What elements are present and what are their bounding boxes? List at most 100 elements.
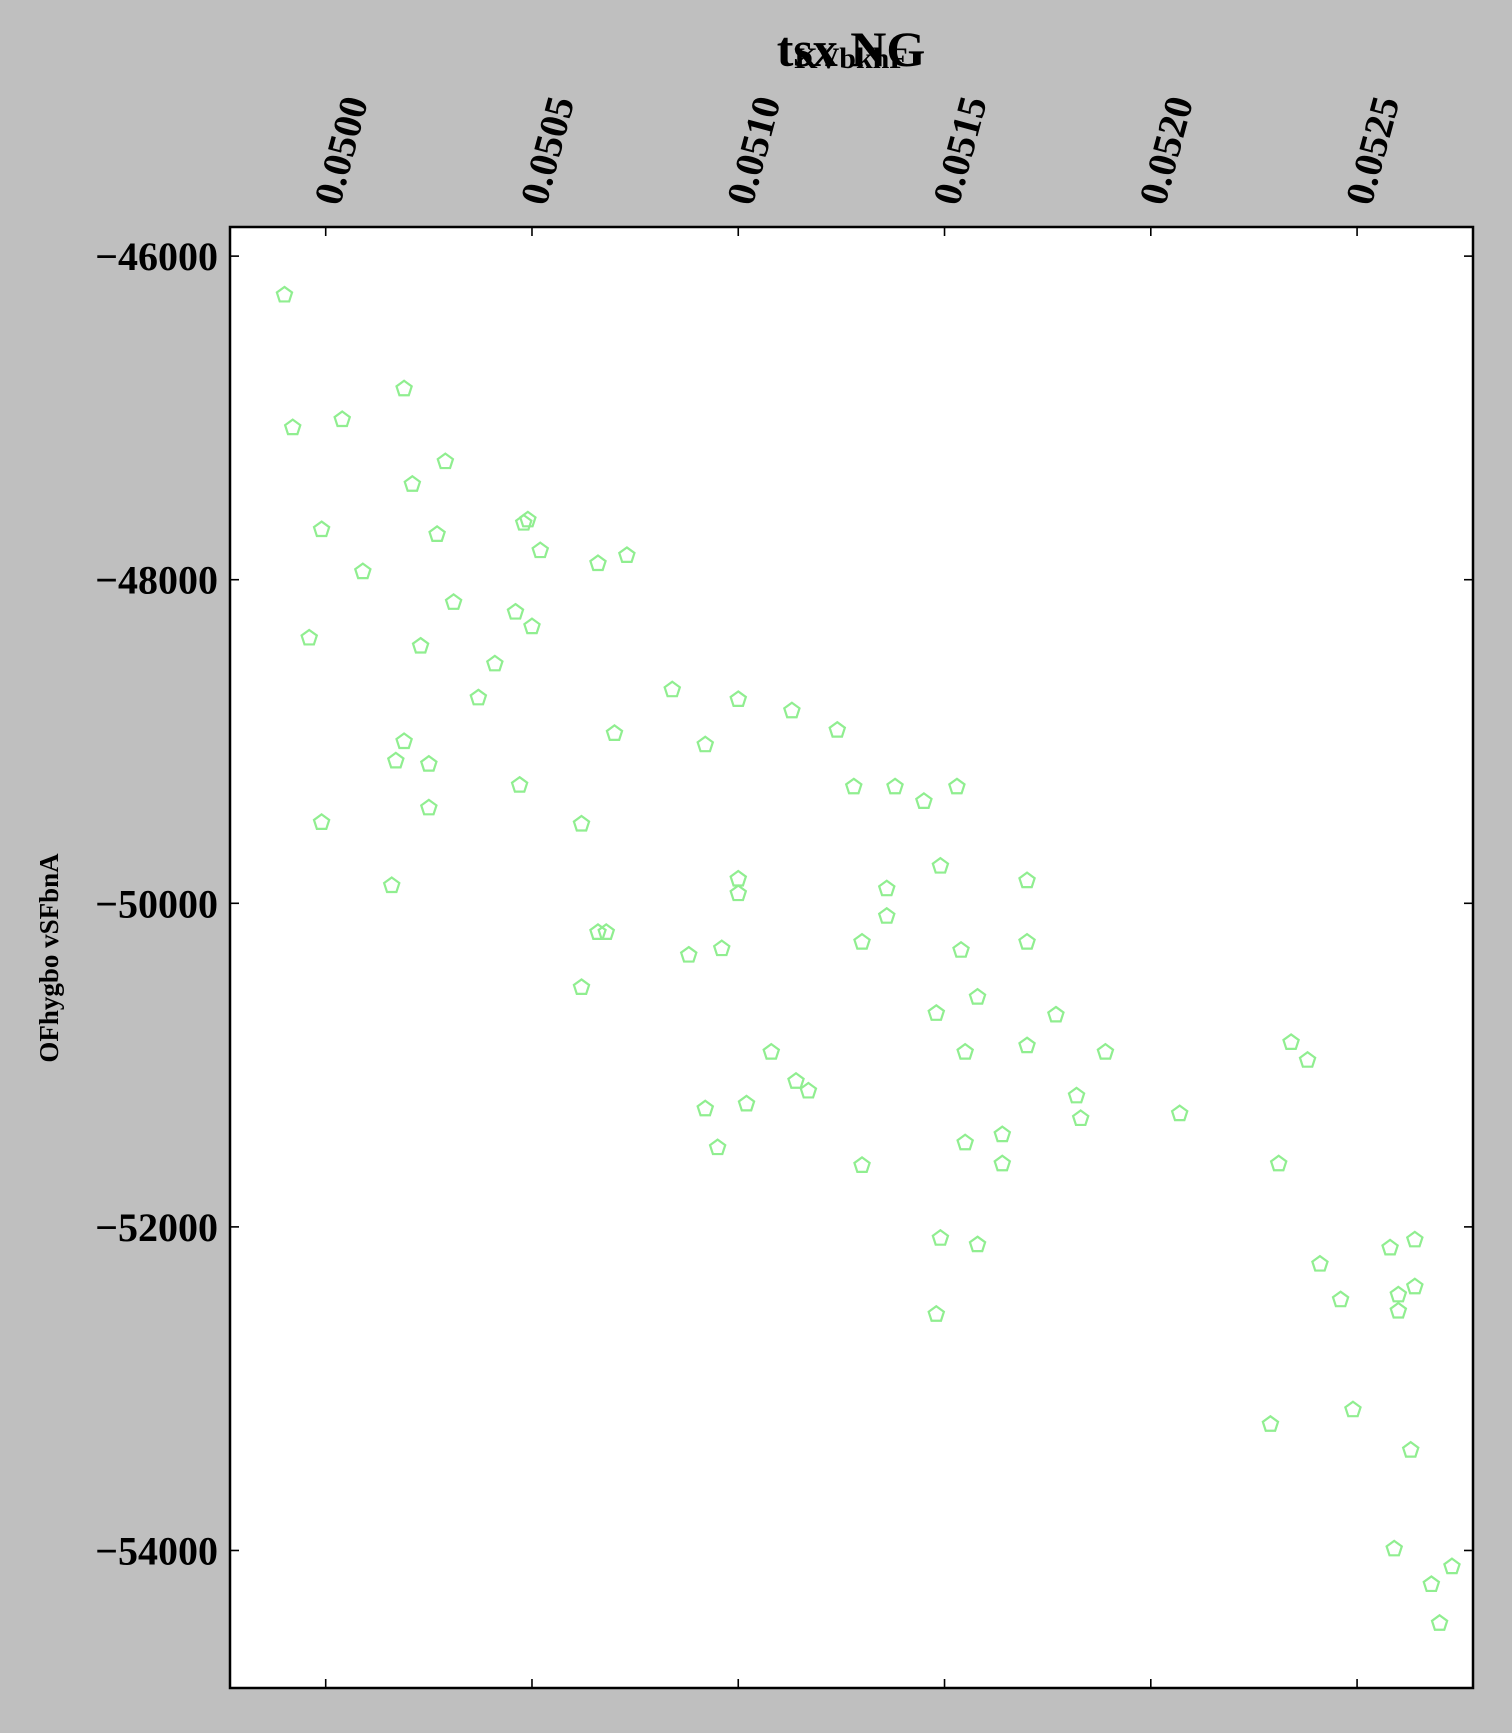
data-point bbox=[589, 923, 607, 940]
y-axis-label: OFhygbo vSFbnA bbox=[34, 853, 64, 1063]
data-point bbox=[956, 1133, 975, 1151]
data-point bbox=[395, 732, 413, 750]
x-tick-label: 0.0510 bbox=[717, 91, 789, 209]
data-point bbox=[597, 923, 616, 940]
y-tick-label: −52000 bbox=[95, 1205, 218, 1250]
data-point bbox=[1047, 1005, 1065, 1023]
data-point bbox=[312, 813, 331, 830]
data-point bbox=[737, 1094, 756, 1112]
data-point bbox=[914, 792, 933, 809]
y-tick-label: −54000 bbox=[95, 1528, 218, 1573]
plot-area bbox=[230, 227, 1473, 1688]
data-point bbox=[782, 701, 801, 719]
data-point bbox=[1443, 1557, 1461, 1575]
data-point bbox=[1430, 1613, 1449, 1631]
data-point bbox=[1405, 1277, 1424, 1295]
data-point bbox=[469, 688, 488, 706]
data-point bbox=[1096, 1042, 1115, 1060]
data-point bbox=[506, 602, 525, 620]
data-point bbox=[927, 1003, 946, 1021]
data-point bbox=[572, 978, 591, 996]
data-point bbox=[428, 525, 447, 542]
x-tick-label: 0.0515 bbox=[924, 91, 996, 209]
plot-frame bbox=[228, 225, 1475, 1690]
data-point bbox=[877, 879, 896, 897]
data-point bbox=[853, 932, 871, 950]
data-point bbox=[948, 777, 966, 795]
data-point bbox=[395, 379, 413, 397]
data-point bbox=[844, 777, 863, 795]
data-point bbox=[510, 775, 529, 793]
data-point bbox=[1261, 1414, 1280, 1432]
data-point bbox=[993, 1125, 1012, 1143]
data-point bbox=[931, 1228, 950, 1246]
data-point bbox=[1311, 1254, 1329, 1272]
data-point bbox=[886, 777, 904, 795]
data-point bbox=[514, 513, 533, 531]
y-tick-label: −48000 bbox=[95, 558, 218, 603]
data-point bbox=[787, 1071, 805, 1089]
data-point bbox=[1298, 1050, 1317, 1068]
data-point bbox=[1344, 1400, 1362, 1418]
x-tick-label: 0.0505 bbox=[511, 91, 583, 209]
data-point bbox=[853, 1156, 871, 1173]
data-point bbox=[275, 285, 294, 303]
data-point bbox=[729, 690, 748, 708]
data-point bbox=[333, 410, 352, 428]
data-point bbox=[762, 1042, 781, 1060]
data-point bbox=[1018, 871, 1036, 889]
data-point bbox=[1018, 932, 1036, 950]
data-point bbox=[382, 876, 401, 894]
data-point bbox=[1401, 1440, 1420, 1458]
data-point bbox=[353, 562, 372, 580]
data-point bbox=[952, 940, 970, 958]
data-point bbox=[1385, 1539, 1404, 1557]
data-point bbox=[696, 735, 715, 753]
x-tick-label: 0.0520 bbox=[1130, 91, 1202, 209]
y-tick-label: −50000 bbox=[95, 881, 218, 926]
data-point bbox=[312, 520, 331, 538]
data-point bbox=[1389, 1301, 1408, 1319]
data-point bbox=[993, 1154, 1012, 1172]
data-point bbox=[828, 720, 847, 738]
y-ticks-layer: −46000 −48000 −50000 −52000 −54000 bbox=[95, 234, 1473, 1573]
data-point bbox=[1170, 1104, 1189, 1122]
data-point bbox=[877, 906, 896, 924]
chart-title: tsx NG bbox=[777, 21, 926, 77]
data-point bbox=[729, 884, 748, 902]
data-point bbox=[386, 751, 405, 769]
data-point bbox=[419, 754, 438, 772]
data-point bbox=[931, 856, 950, 874]
data-point bbox=[436, 452, 455, 470]
data-point bbox=[444, 593, 463, 610]
data-point bbox=[956, 1042, 975, 1060]
data-point bbox=[712, 939, 731, 957]
data-point bbox=[927, 1304, 946, 1322]
data-point bbox=[1422, 1575, 1441, 1593]
data-point bbox=[1269, 1154, 1288, 1172]
data-point bbox=[300, 628, 319, 646]
data-point bbox=[518, 510, 537, 528]
data-point bbox=[419, 798, 438, 816]
data-point bbox=[1405, 1230, 1424, 1248]
data-point bbox=[411, 636, 430, 654]
data-point bbox=[1389, 1285, 1408, 1303]
data-point bbox=[572, 814, 591, 832]
points-layer bbox=[275, 285, 1461, 1631]
data-point bbox=[663, 680, 682, 698]
data-point bbox=[523, 617, 541, 635]
x-tick-label: 0.0525 bbox=[1336, 91, 1408, 209]
y-tick-label: −46000 bbox=[95, 234, 218, 279]
data-point bbox=[1067, 1086, 1086, 1104]
data-point bbox=[531, 541, 550, 559]
x-tick-label: 0.0500 bbox=[305, 91, 377, 209]
data-point bbox=[589, 554, 607, 572]
data-point bbox=[403, 474, 422, 492]
data-point bbox=[1282, 1033, 1300, 1051]
data-point bbox=[617, 546, 636, 564]
data-point bbox=[679, 945, 698, 963]
data-point bbox=[968, 1235, 987, 1253]
data-point bbox=[605, 724, 624, 741]
